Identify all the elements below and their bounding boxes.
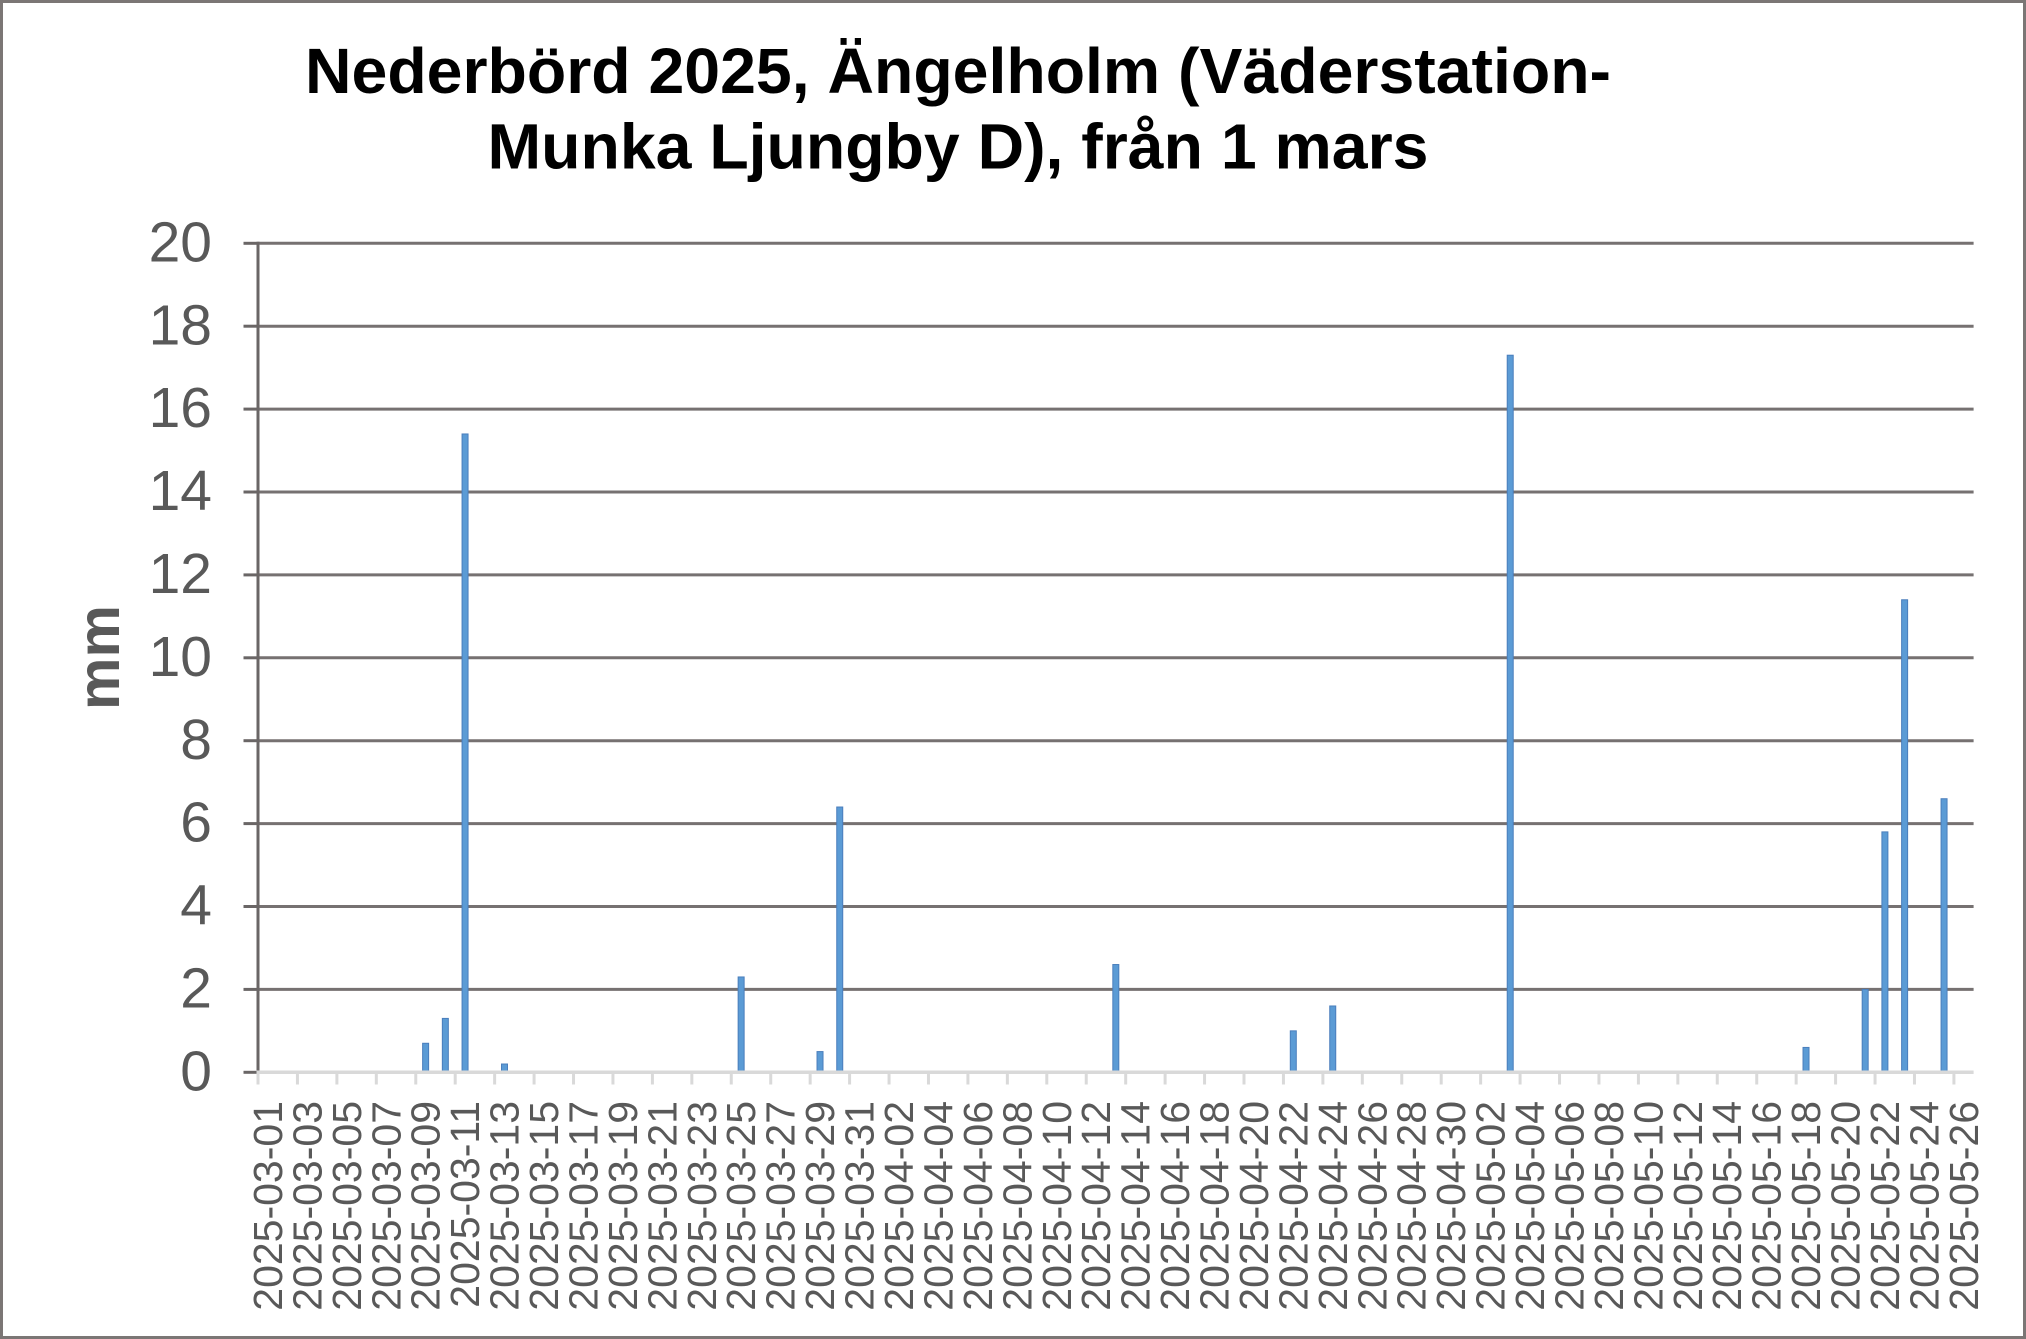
svg-text:4: 4 bbox=[180, 874, 212, 938]
svg-text:2025-04-22: 2025-04-22 bbox=[1270, 1101, 1316, 1311]
svg-text:2025-05-22: 2025-05-22 bbox=[1862, 1101, 1908, 1311]
svg-text:2025-03-31: 2025-03-31 bbox=[837, 1101, 883, 1311]
svg-text:2025-04-14: 2025-04-14 bbox=[1113, 1101, 1159, 1311]
svg-text:2025-03-09: 2025-03-09 bbox=[403, 1101, 449, 1311]
svg-text:2025-03-11: 2025-03-11 bbox=[442, 1101, 488, 1308]
svg-text:2025-05-26: 2025-05-26 bbox=[1941, 1101, 1987, 1311]
svg-text:2025-03-27: 2025-03-27 bbox=[758, 1101, 804, 1311]
svg-text:0: 0 bbox=[180, 1039, 212, 1103]
svg-text:2025-05-08: 2025-05-08 bbox=[1586, 1101, 1632, 1311]
svg-text:2025-03-15: 2025-03-15 bbox=[521, 1101, 567, 1311]
svg-text:2: 2 bbox=[180, 957, 212, 1021]
svg-text:10: 10 bbox=[149, 625, 212, 689]
svg-text:14: 14 bbox=[149, 459, 212, 523]
svg-text:2025-04-12: 2025-04-12 bbox=[1073, 1101, 1119, 1311]
svg-text:2025-03-25: 2025-03-25 bbox=[718, 1101, 764, 1311]
svg-text:2025-03-23: 2025-03-23 bbox=[679, 1101, 725, 1311]
svg-text:2025-05-20: 2025-05-20 bbox=[1823, 1101, 1869, 1311]
svg-text:2025-05-04: 2025-05-04 bbox=[1507, 1101, 1553, 1311]
svg-text:2025-04-02: 2025-04-02 bbox=[876, 1101, 922, 1311]
svg-text:mm: mm bbox=[66, 605, 132, 710]
svg-text:2025-03-29: 2025-03-29 bbox=[797, 1101, 843, 1311]
svg-text:2025-03-01: 2025-03-01 bbox=[245, 1101, 291, 1311]
svg-text:2025-04-06: 2025-04-06 bbox=[955, 1101, 1001, 1311]
svg-text:2025-03-21: 2025-03-21 bbox=[639, 1101, 685, 1311]
svg-text:2025-04-30: 2025-04-30 bbox=[1428, 1101, 1474, 1311]
svg-text:2025-04-16: 2025-04-16 bbox=[1152, 1101, 1198, 1311]
svg-text:2025-04-08: 2025-04-08 bbox=[994, 1101, 1040, 1311]
svg-text:12: 12 bbox=[149, 542, 212, 606]
svg-text:2025-04-26: 2025-04-26 bbox=[1349, 1101, 1395, 1311]
svg-text:16: 16 bbox=[149, 376, 212, 440]
svg-text:2025-03-03: 2025-03-03 bbox=[284, 1101, 330, 1311]
svg-text:2025-03-17: 2025-03-17 bbox=[560, 1101, 606, 1311]
svg-text:2025-03-19: 2025-03-19 bbox=[600, 1101, 646, 1311]
svg-text:8: 8 bbox=[180, 708, 212, 772]
svg-text:2025-05-02: 2025-05-02 bbox=[1468, 1101, 1514, 1311]
svg-text:2025-04-10: 2025-04-10 bbox=[1034, 1101, 1080, 1311]
svg-text:Munka Ljungby D), från 1 mars: Munka Ljungby D), från 1 mars bbox=[488, 111, 1429, 183]
svg-text:2025-05-12: 2025-05-12 bbox=[1665, 1101, 1711, 1311]
svg-text:2025-05-18: 2025-05-18 bbox=[1783, 1101, 1829, 1311]
svg-text:Nederbörd 2025, Ängelholm (Väd: Nederbörd 2025, Ängelholm (Väderstation- bbox=[305, 35, 1611, 107]
svg-text:20: 20 bbox=[149, 210, 212, 274]
svg-text:2025-03-13: 2025-03-13 bbox=[482, 1101, 528, 1311]
svg-text:2025-04-20: 2025-04-20 bbox=[1231, 1101, 1277, 1311]
svg-text:2025-05-16: 2025-05-16 bbox=[1744, 1101, 1790, 1311]
svg-text:2025-05-24: 2025-05-24 bbox=[1901, 1101, 1947, 1311]
svg-text:2025-03-05: 2025-03-05 bbox=[324, 1101, 370, 1311]
svg-text:2025-05-06: 2025-05-06 bbox=[1546, 1101, 1592, 1311]
svg-text:18: 18 bbox=[149, 293, 212, 357]
svg-text:2025-04-28: 2025-04-28 bbox=[1389, 1101, 1435, 1311]
svg-text:2025-04-04: 2025-04-04 bbox=[915, 1101, 961, 1311]
svg-text:2025-04-18: 2025-04-18 bbox=[1192, 1101, 1238, 1311]
svg-text:6: 6 bbox=[180, 791, 212, 855]
svg-text:2025-05-14: 2025-05-14 bbox=[1704, 1101, 1750, 1311]
svg-text:2025-03-07: 2025-03-07 bbox=[363, 1101, 409, 1311]
svg-text:2025-04-24: 2025-04-24 bbox=[1310, 1101, 1356, 1311]
svg-text:2025-05-10: 2025-05-10 bbox=[1625, 1101, 1671, 1311]
